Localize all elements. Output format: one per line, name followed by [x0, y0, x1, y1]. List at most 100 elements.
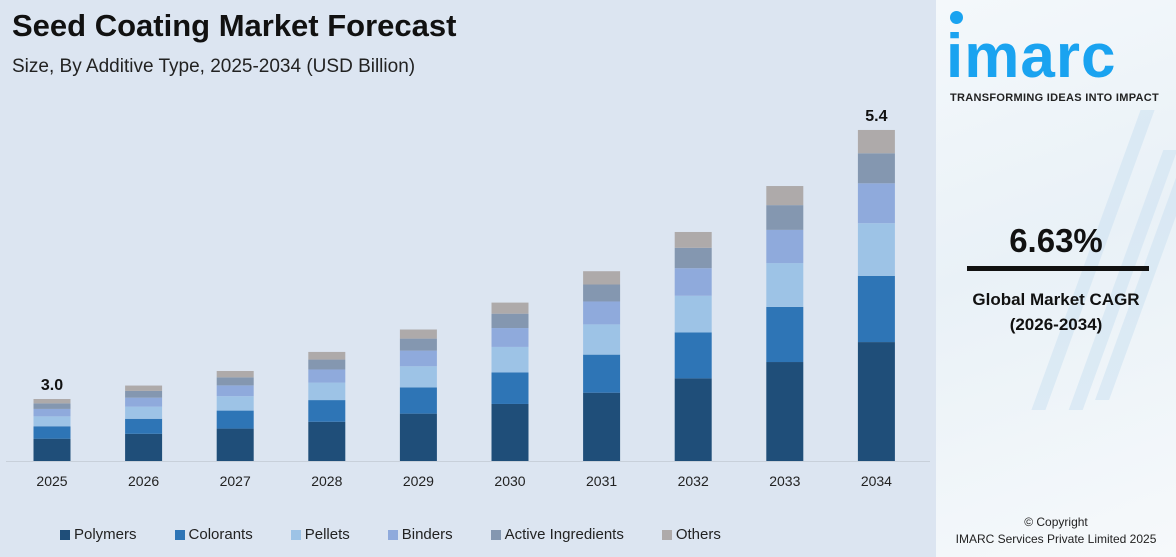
cagr-period: (2026-2034) [1009, 315, 1103, 334]
bar-segment-binders-2032 [674, 268, 712, 296]
bar-segment-pellets-2028 [308, 382, 346, 401]
total-data-label: 3.0 [41, 377, 63, 394]
bar-segment-polymers-2028 [308, 421, 346, 461]
bar-segment-colorants-2034 [857, 275, 895, 343]
bar-segment-pellets-2025 [33, 416, 71, 427]
legend-label: Polymers [74, 526, 137, 543]
bar-segment-binders-2033 [766, 229, 804, 264]
logo-tagline: TRANSFORMING IDEAS INTO IMPACT [950, 92, 1160, 104]
bar-segment-active-ingredients-2034 [857, 153, 895, 184]
bar-segment-binders-2030 [491, 328, 529, 347]
bar-segment-colorants-2029 [399, 387, 437, 414]
bar-segment-active-ingredients-2028 [308, 359, 346, 370]
bar-segment-active-ingredients-2029 [399, 338, 437, 351]
bar-segment-polymers-2034 [857, 342, 895, 461]
bar-segment-active-ingredients-2031 [583, 284, 621, 302]
cagr-label: Global Market CAGR (2026-2034) [936, 287, 1176, 337]
legend-label: Colorants [188, 526, 253, 543]
bar-segment-binders-2029 [399, 350, 437, 367]
bar-segment-active-ingredients-2030 [491, 313, 529, 329]
legend-item: Pellets [290, 526, 350, 543]
bar-segment-colorants-2030 [491, 372, 529, 404]
x-tick-label: 2026 [128, 473, 159, 489]
bar-segment-binders-2031 [583, 301, 621, 325]
legend-swatch [174, 529, 185, 540]
bar-segment-pellets-2033 [766, 263, 804, 307]
bar-segment-active-ingredients-2026 [125, 390, 163, 398]
cagr-value: 6.63% [1009, 222, 1103, 259]
x-tick-label: 2031 [586, 473, 617, 489]
info-panel: imarc TRANSFORMING IDEAS INTO IMPACT 6.6… [936, 0, 1176, 557]
chart-title: Seed Coating Market Forecast [12, 8, 457, 43]
bar-segment-polymers-2030 [491, 403, 529, 461]
bar-segment-others-2025 [33, 399, 71, 404]
bar-segment-pellets-2029 [399, 366, 437, 388]
legend-item: Colorants [174, 526, 253, 543]
legend-label: Others [675, 526, 721, 543]
x-tick-label: 2028 [311, 473, 342, 489]
legend-swatch [490, 529, 501, 540]
bar-segment-pellets-2031 [583, 324, 621, 355]
legend: Polymers Colorants Pellets Binders Active In… [60, 526, 920, 543]
legend-label: Pellets [304, 526, 350, 543]
legend-swatch [290, 529, 301, 540]
bar-segment-polymers-2033 [766, 362, 804, 461]
x-tick-label: 2033 [769, 473, 800, 489]
copyright-company: IMARC Services Private Limited 2025 [955, 532, 1157, 546]
legend-item: Others [661, 526, 721, 543]
cagr-label-text: Global Market CAGR [972, 290, 1140, 309]
bar-segment-binders-2026 [125, 397, 163, 407]
legend-item: Polymers [60, 526, 137, 543]
legend-item: Binders [387, 526, 453, 543]
bar-segment-colorants-2033 [766, 306, 804, 363]
bar-segment-active-ingredients-2033 [766, 205, 804, 230]
bar-segment-others-2029 [399, 329, 437, 339]
x-tick-label: 2034 [861, 473, 892, 489]
bar-segment-pellets-2030 [491, 346, 529, 373]
logo-dot [950, 11, 963, 24]
bar-segment-pellets-2032 [674, 295, 712, 333]
legend-swatch [661, 529, 672, 540]
legend-label: Binders [401, 526, 453, 543]
bar-segment-others-2028 [308, 351, 346, 360]
legend-label: Active Ingredients [504, 526, 624, 543]
bar-segment-active-ingredients-2025 [33, 403, 71, 409]
bar-segment-colorants-2028 [308, 400, 346, 422]
bar-segment-polymers-2031 [583, 392, 621, 461]
copyright: © Copyright IMARC Services Private Limit… [936, 514, 1176, 548]
chart-panel: Seed Coating Market Forecast Size, By Ad… [6, 8, 930, 543]
bar-segment-active-ingredients-2032 [674, 247, 712, 269]
bar-segment-others-2033 [766, 186, 804, 206]
total-data-label: 5.4 [865, 108, 887, 125]
x-tick-label: 2029 [403, 473, 434, 489]
bar-segment-polymers-2027 [216, 428, 254, 461]
bar-segment-pellets-2034 [857, 223, 895, 276]
bar-segment-polymers-2026 [125, 433, 163, 461]
bar-segment-binders-2025 [33, 408, 71, 417]
legend-swatch [60, 529, 70, 540]
bar-segment-binders-2027 [216, 385, 254, 397]
bar-segment-binders-2034 [857, 183, 895, 224]
bar-segment-others-2032 [674, 231, 712, 248]
bar-segment-others-2031 [583, 271, 621, 285]
bar-segment-polymers-2032 [674, 378, 712, 461]
bar-segment-polymers-2029 [399, 413, 437, 461]
legend-swatch [387, 529, 398, 540]
imarc-logo: imarc [946, 22, 1117, 91]
bar-segment-binders-2028 [308, 369, 346, 383]
bar-segment-colorants-2031 [583, 354, 621, 393]
bar-segment-colorants-2027 [216, 410, 254, 429]
legend-item: Active Ingredients [490, 526, 624, 543]
bar-segment-others-2026 [125, 385, 163, 391]
bar-segment-colorants-2032 [674, 332, 712, 379]
bar-segment-others-2030 [491, 302, 529, 314]
bar-segment-others-2027 [216, 370, 254, 378]
divider [967, 266, 1149, 271]
bar-segment-pellets-2026 [125, 406, 163, 419]
bar-segment-colorants-2025 [33, 426, 71, 439]
copyright-symbol: © Copyright [1024, 515, 1088, 529]
x-tick-label: 2032 [678, 473, 709, 489]
chart-subtitle: Size, By Additive Type, 2025-2034 (USD B… [12, 56, 416, 77]
bar-segment-pellets-2027 [216, 396, 254, 411]
bar-segment-polymers-2025 [33, 438, 71, 461]
